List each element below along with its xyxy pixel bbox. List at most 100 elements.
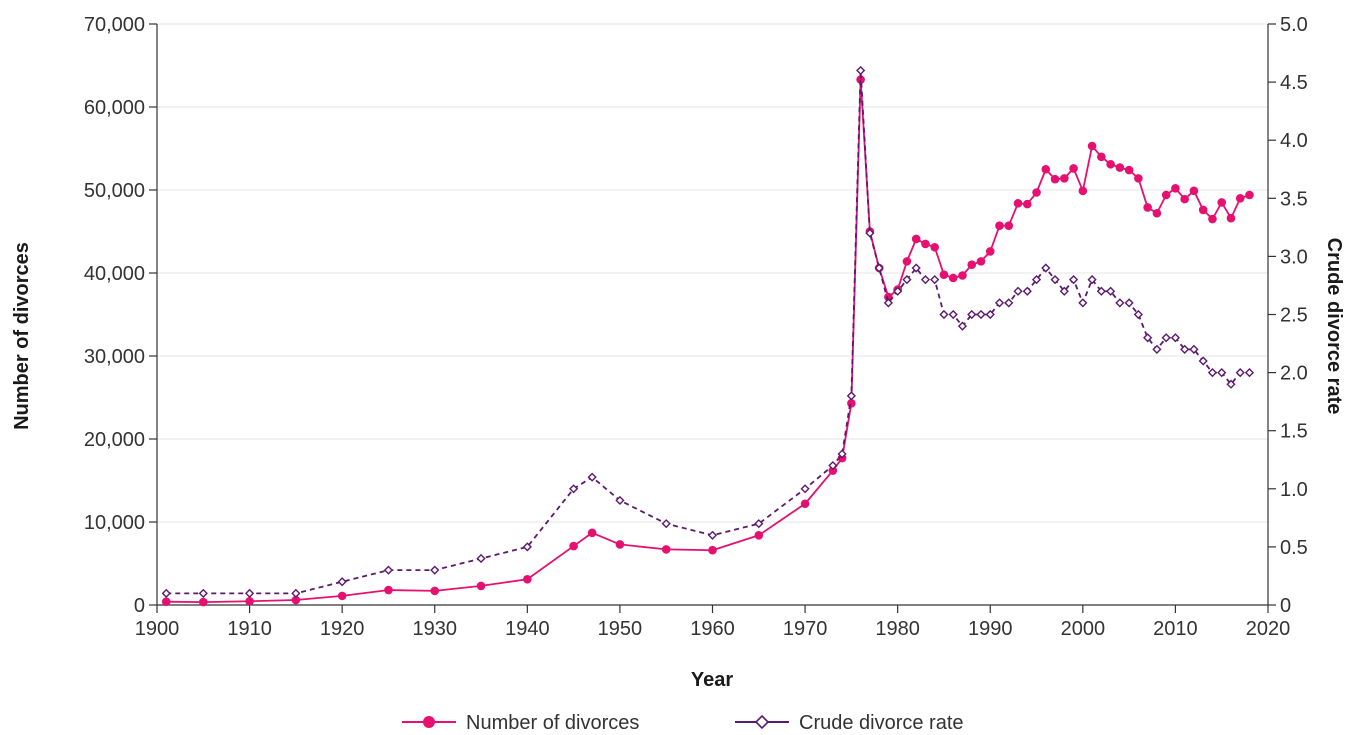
data-point (1004, 298, 1014, 308)
y-tick-label: 40,000 (84, 263, 145, 285)
y2-tick-label: 0.5 (1280, 537, 1308, 559)
data-point (1013, 286, 1023, 296)
data-point (161, 588, 171, 598)
x-tick-label: 2000 (1061, 618, 1106, 640)
y-tick-label: 30,000 (84, 346, 145, 368)
data-point (930, 242, 939, 252)
data-point (1198, 356, 1208, 366)
data-point (1041, 263, 1051, 273)
legend-item-divorces: Number of divorces (402, 712, 639, 734)
data-point (1143, 333, 1153, 343)
data-point (948, 309, 958, 320)
data-point (911, 234, 921, 244)
data-point (1134, 174, 1143, 183)
data-point (754, 519, 764, 529)
data-point (985, 309, 995, 320)
data-point (523, 574, 532, 584)
data-point (1245, 190, 1254, 200)
data-point (1217, 368, 1227, 378)
data-point (1124, 298, 1134, 308)
data-point (430, 586, 440, 596)
data-point (948, 273, 958, 283)
x-tick-label: 1970 (783, 618, 828, 640)
data-point (1226, 379, 1236, 389)
y2-axis-title: Crude divorce rate (1323, 238, 1345, 415)
x-tick-label: 1940 (505, 618, 550, 640)
y2-tick-label: 1.0 (1280, 479, 1308, 501)
data-point (1207, 368, 1218, 378)
data-point (883, 298, 893, 308)
data-point (1143, 203, 1152, 212)
data-point (383, 565, 394, 575)
legend-marker-divorces (423, 716, 435, 728)
y2-tick-label: 5.0 (1280, 14, 1308, 36)
data-point (1244, 368, 1255, 378)
data-point (1226, 213, 1236, 223)
data-point (337, 591, 347, 601)
data-point (1180, 194, 1189, 204)
legend-item-rate: Crude divorce rate (735, 712, 964, 734)
data-point (1032, 188, 1041, 197)
data-point (1115, 163, 1125, 172)
legend: Number of divorces Crude divorce rate (402, 712, 964, 734)
y-tick-label: 50,000 (84, 180, 145, 202)
data-point (1152, 344, 1162, 354)
data-point (1217, 198, 1227, 207)
data-point (1161, 333, 1171, 343)
data-point (1013, 198, 1023, 208)
data-point (661, 545, 671, 554)
data-point (1115, 298, 1125, 308)
data-point (1031, 275, 1042, 285)
data-point (994, 298, 1005, 308)
data-point (1022, 286, 1032, 296)
data-point (1152, 208, 1162, 218)
data-point (939, 270, 949, 279)
data-point (902, 275, 912, 285)
series-divorces (161, 75, 1254, 607)
data-point (828, 460, 838, 471)
data-point (930, 275, 940, 285)
data-point (828, 466, 838, 475)
data-point (245, 596, 254, 606)
data-point (569, 484, 579, 494)
data-point (291, 595, 301, 605)
data-point (615, 540, 625, 549)
data-point (384, 585, 393, 595)
data-point (1096, 286, 1106, 296)
y-tick-label: 0 (134, 595, 145, 617)
data-point (939, 309, 949, 320)
data-point (976, 309, 986, 320)
x-tick-label: 2010 (1153, 618, 1198, 640)
data-point (198, 588, 208, 598)
x-tick-label: 1910 (227, 618, 272, 640)
data-point (1060, 174, 1069, 183)
y2-tick-label: 4.5 (1280, 72, 1308, 94)
y2-tick-label: 3.5 (1280, 188, 1308, 210)
data-point (976, 257, 986, 266)
gridlines (157, 23, 1268, 523)
data-point (967, 309, 977, 320)
data-point (920, 275, 931, 285)
data-point (337, 577, 347, 587)
data-point (1208, 214, 1217, 224)
data-point (957, 321, 968, 331)
data-point (1235, 368, 1245, 378)
data-point (430, 565, 440, 575)
data-point (291, 588, 301, 598)
data-point (1059, 286, 1069, 296)
y-tick-label: 70,000 (84, 14, 145, 36)
y-tick-label: 20,000 (84, 429, 145, 451)
series-line (166, 69, 1250, 595)
data-point (1050, 174, 1060, 184)
data-point (1097, 152, 1106, 162)
data-point (1198, 205, 1208, 215)
y2-tick-label: 3.0 (1280, 246, 1308, 268)
data-point (1180, 344, 1190, 354)
series-rate (161, 65, 1255, 598)
data-point (1189, 344, 1199, 354)
data-point (893, 286, 903, 296)
x-axis-title: Year (691, 669, 733, 691)
x-tick-label: 1990 (968, 618, 1013, 640)
data-point (1124, 165, 1134, 175)
